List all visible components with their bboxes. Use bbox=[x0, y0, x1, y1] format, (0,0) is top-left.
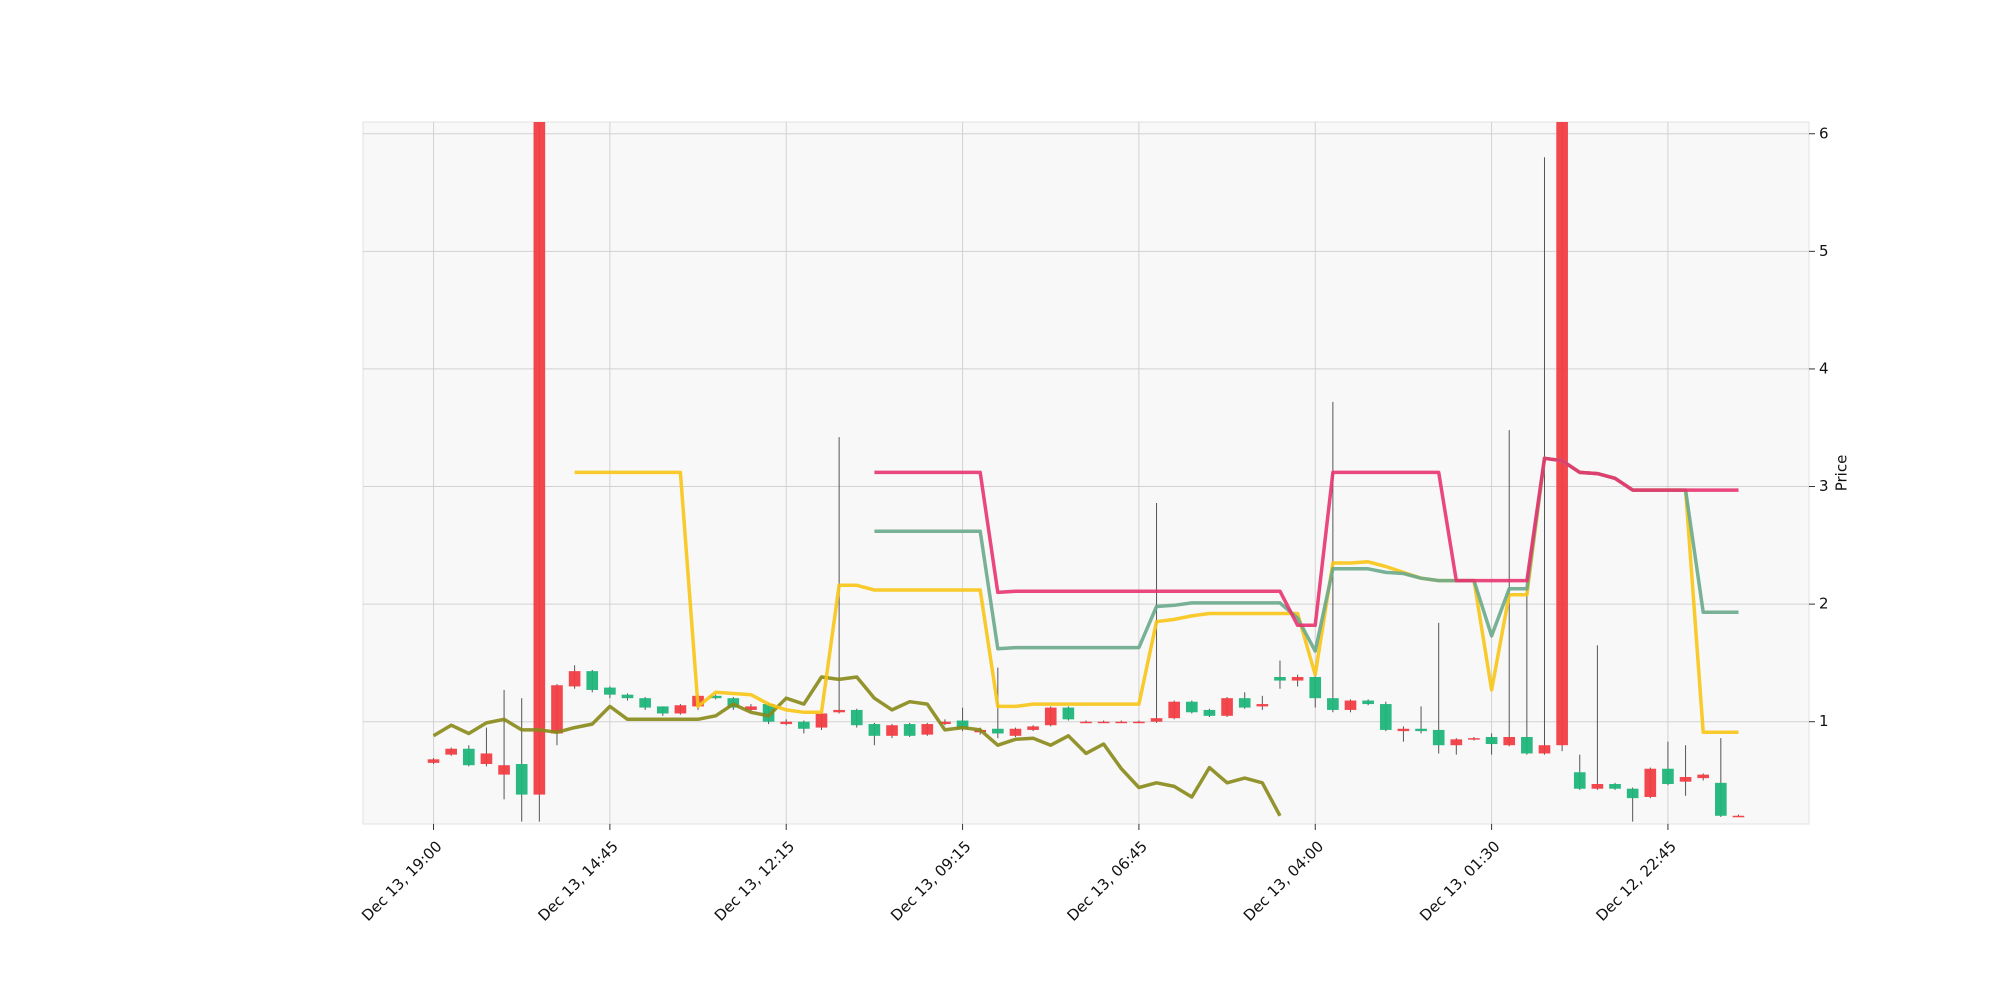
candle-body bbox=[956, 720, 969, 729]
candle-body bbox=[1097, 721, 1110, 724]
candle-body bbox=[427, 759, 440, 763]
candle-body bbox=[1168, 701, 1180, 719]
candle-body bbox=[886, 725, 898, 736]
candle-body bbox=[1291, 677, 1304, 681]
candle-body bbox=[709, 695, 722, 699]
candle-body bbox=[1027, 726, 1039, 730]
y-tick-label: 6 bbox=[1819, 124, 1829, 142]
x-tick-label: Dec 13, 06:45 bbox=[1063, 837, 1150, 924]
candle-body bbox=[1644, 768, 1657, 797]
candle-body bbox=[1503, 736, 1516, 746]
indicator-line bbox=[874, 456, 1739, 628]
candle-body bbox=[1080, 721, 1092, 724]
candle-body bbox=[1538, 745, 1551, 754]
candle-body bbox=[1185, 701, 1198, 713]
y-tick-label: 2 bbox=[1819, 595, 1829, 613]
candle-body bbox=[780, 721, 793, 725]
candle-body bbox=[1397, 728, 1410, 732]
candle-body bbox=[1679, 776, 1692, 782]
candle-body bbox=[498, 765, 510, 775]
candle-body bbox=[604, 687, 616, 695]
candle-body bbox=[1573, 772, 1586, 789]
candle-body bbox=[1256, 704, 1269, 707]
candle-body bbox=[1485, 736, 1498, 745]
y-tick-label: 4 bbox=[1819, 359, 1829, 377]
candle-body bbox=[903, 724, 916, 736]
candle-body bbox=[1415, 728, 1427, 732]
candle-body bbox=[1044, 707, 1057, 726]
candle-body bbox=[1732, 815, 1745, 818]
candle-body bbox=[1450, 739, 1463, 746]
x-tick-label: Dec 13, 09:15 bbox=[887, 837, 974, 924]
candle-body bbox=[1150, 718, 1163, 722]
candle-body bbox=[762, 704, 775, 722]
x-tick-label: Dec 13, 04:00 bbox=[1240, 837, 1327, 924]
candle-body bbox=[480, 753, 493, 765]
candle-body bbox=[1556, 122, 1568, 746]
x-tick-label: Dec 13, 01:30 bbox=[1416, 837, 1503, 924]
candle-body bbox=[551, 685, 563, 734]
candle-body bbox=[1344, 700, 1357, 710]
candle-body bbox=[833, 709, 845, 713]
candle-body bbox=[815, 713, 828, 728]
candle-body bbox=[1062, 707, 1075, 720]
candle-body bbox=[850, 709, 863, 726]
candle-body bbox=[1609, 784, 1621, 789]
indicator-line bbox=[432, 675, 1282, 817]
candle-body bbox=[1133, 721, 1145, 724]
y-axis-label: Price bbox=[1833, 455, 1851, 492]
candle-body bbox=[621, 694, 634, 699]
x-tick-label: Dec 12, 22:45 bbox=[1592, 837, 1679, 924]
x-tick-label: Dec 13, 12:15 bbox=[711, 837, 798, 924]
candle-body bbox=[1379, 704, 1392, 730]
candle-body bbox=[1662, 768, 1674, 785]
candle-body bbox=[1432, 729, 1445, 746]
candle-body bbox=[939, 721, 951, 725]
candle-body bbox=[1221, 698, 1233, 716]
y-tick-label: 5 bbox=[1819, 242, 1829, 260]
candle-body bbox=[1521, 736, 1533, 754]
y-tick-label: 3 bbox=[1819, 477, 1829, 495]
marks bbox=[427, 122, 1745, 822]
candle-body bbox=[586, 671, 599, 690]
candle-body bbox=[639, 698, 651, 708]
candle-body bbox=[798, 721, 810, 729]
candle-body bbox=[1274, 677, 1286, 681]
x-tick-label: Dec 13, 19:00 bbox=[358, 837, 445, 924]
candle-body bbox=[1115, 721, 1128, 724]
candle-body bbox=[1697, 774, 1710, 779]
candle-body bbox=[568, 671, 581, 687]
candle-body bbox=[1309, 677, 1322, 699]
candle-body bbox=[1591, 784, 1604, 789]
candle-body bbox=[533, 122, 546, 795]
candle-body bbox=[1715, 782, 1727, 816]
candle-body bbox=[921, 724, 934, 735]
candle-body bbox=[445, 748, 457, 755]
candle-body bbox=[1468, 738, 1480, 740]
candle-body bbox=[992, 728, 1004, 734]
y-tick-label: 1 bbox=[1819, 712, 1829, 730]
candle-body bbox=[1203, 709, 1216, 716]
candle-body bbox=[1238, 698, 1251, 708]
x-tick-label: Dec 13, 14:45 bbox=[534, 837, 621, 924]
candle-body bbox=[1626, 788, 1639, 799]
candle-body bbox=[868, 724, 881, 736]
candle-body bbox=[745, 706, 757, 710]
candle-body bbox=[1009, 728, 1022, 736]
candle-body bbox=[1327, 698, 1339, 710]
candle-body bbox=[656, 706, 669, 714]
candle-body bbox=[674, 705, 687, 714]
candle-body bbox=[515, 764, 528, 795]
candle-body bbox=[462, 748, 475, 766]
candle-body bbox=[1362, 700, 1374, 705]
